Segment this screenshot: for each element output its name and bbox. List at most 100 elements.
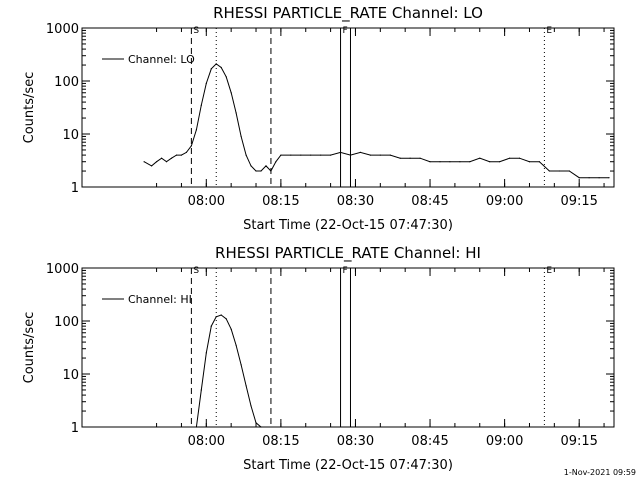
data-point <box>578 177 580 179</box>
data-point <box>359 151 361 153</box>
chart-title: RHESSI PARTICLE_RATE Channel: HI <box>215 244 481 263</box>
data-point <box>270 170 272 172</box>
data-point <box>548 170 551 172</box>
data-point <box>419 157 421 159</box>
data-point <box>429 161 431 163</box>
data-point <box>250 405 252 407</box>
data-point <box>330 154 332 156</box>
data-point <box>240 364 242 366</box>
event-marker-label: E <box>546 266 552 276</box>
chart-title: RHESSI PARTICLE_RATE Channel: LO <box>213 4 483 23</box>
footer-timestamp: 1-Nov-2021 09:59 <box>564 468 636 477</box>
x-tick-label: 09:15 <box>560 434 597 449</box>
data-point <box>215 63 217 65</box>
data-point <box>235 112 237 114</box>
data-point <box>190 145 192 147</box>
y-tick-label: 100 <box>54 75 79 90</box>
x-tick-label: 08:45 <box>411 194 448 209</box>
panel-lo: RHESSI PARTICLE_RATE Channel: LO Start Ti… <box>22 4 615 233</box>
data-point <box>165 161 168 163</box>
data-point <box>220 314 222 316</box>
data-point <box>195 426 197 428</box>
data-point <box>275 161 277 163</box>
y-tick-label: 10 <box>62 128 79 143</box>
data-point <box>255 422 257 424</box>
data-point <box>598 177 600 179</box>
event-marker-label: F <box>343 266 348 276</box>
data-point <box>558 170 560 172</box>
x-axis-label: Start Time (22-Oct-15 07:47:30) <box>243 458 453 473</box>
data-point <box>479 157 481 159</box>
data-point <box>260 426 262 428</box>
data-point <box>518 157 521 159</box>
data-point <box>195 129 197 131</box>
data-point <box>379 154 381 156</box>
data-point <box>310 154 312 156</box>
plot-frame <box>81 27 615 188</box>
data-point <box>205 82 207 84</box>
data-point <box>230 92 232 94</box>
data-point <box>568 170 570 172</box>
data-point <box>180 154 182 156</box>
x-tick-label: 08:00 <box>188 194 225 209</box>
data-point <box>205 352 207 354</box>
data-point <box>225 76 227 78</box>
data-point <box>260 170 262 172</box>
x-axis-label: Start Time (22-Oct-15 07:47:30) <box>243 218 453 233</box>
data-point <box>240 135 242 137</box>
data-point <box>290 154 292 156</box>
data-point <box>143 161 145 163</box>
event-marker-label: E <box>546 26 552 36</box>
data-point <box>200 104 202 106</box>
data-point <box>161 157 163 159</box>
data-point <box>349 154 352 156</box>
data-point <box>175 154 178 156</box>
data-point <box>469 161 471 163</box>
x-tick-label: 08:45 <box>411 434 448 449</box>
data-point <box>250 165 252 167</box>
x-tick-label: 08:30 <box>337 194 374 209</box>
y-tick-label: 100 <box>54 315 79 330</box>
data-point <box>489 161 491 163</box>
data-point <box>608 177 610 179</box>
data-point <box>200 389 202 391</box>
x-tick-label: 09:15 <box>560 194 597 209</box>
data-point <box>185 151 187 153</box>
series-line <box>195 314 262 427</box>
data-point <box>215 316 217 318</box>
data-point <box>588 177 590 179</box>
plot-frame <box>81 267 615 428</box>
event-marker-label: F <box>343 26 348 36</box>
x-tick-label: 08:00 <box>188 434 225 449</box>
data-point <box>399 157 401 159</box>
data-point <box>225 318 227 320</box>
event-marker-label: S <box>193 266 199 276</box>
x-tick-label: 08:15 <box>262 194 299 209</box>
data-point <box>265 165 267 167</box>
data-point <box>389 154 391 156</box>
data-point <box>538 161 541 163</box>
data-point <box>245 154 247 156</box>
data-point <box>320 154 322 156</box>
data-point <box>300 154 302 156</box>
data-point <box>156 161 158 163</box>
data-point <box>151 165 153 167</box>
data-point <box>339 151 342 153</box>
data-point <box>210 325 212 327</box>
data-point <box>235 344 237 346</box>
data-point <box>255 170 257 172</box>
y-tick-label: 1000 <box>46 262 79 277</box>
y-tick-label: 1 <box>71 421 79 436</box>
data-point <box>369 154 371 156</box>
data-point <box>170 157 173 159</box>
data-point <box>439 161 441 163</box>
data-point <box>220 66 222 69</box>
data-point <box>230 328 232 330</box>
x-tick-label: 08:15 <box>262 434 299 449</box>
x-tick-label: 08:30 <box>337 434 374 449</box>
x-tick-label: 09:00 <box>486 194 523 209</box>
data-point <box>459 161 461 163</box>
data-point <box>409 157 411 159</box>
